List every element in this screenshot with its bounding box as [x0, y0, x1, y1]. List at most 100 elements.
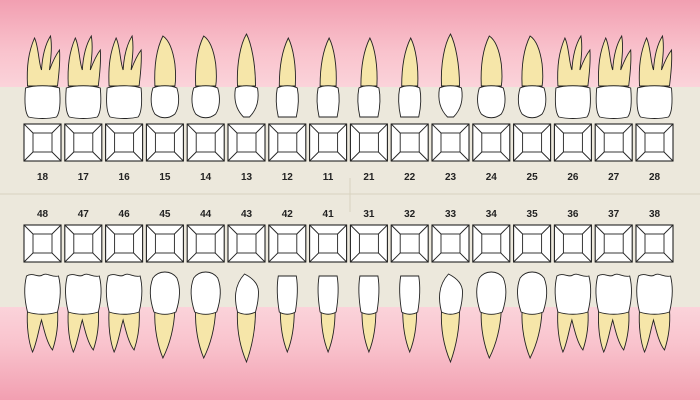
surface-box-center: [32, 233, 53, 254]
tooth-48[interactable]: [24, 273, 61, 354]
surface-box-center: [603, 132, 624, 153]
tooth-47[interactable]: [65, 273, 102, 354]
surface-box-diag: [214, 224, 225, 235]
surface-box-diag: [296, 224, 307, 235]
surface-box-diag: [582, 224, 592, 235]
surface-box-diag: [309, 151, 319, 162]
surface-box-38[interactable]: [635, 224, 674, 263]
surface-box-16[interactable]: [105, 123, 144, 162]
tooth-37[interactable]: [595, 273, 632, 354]
upper-tooth-numbers: 18 17 16 15 14 13 12 11 21 22 23 24 25 26 27 28: [37, 172, 661, 183]
tooth-31[interactable]: [358, 275, 380, 354]
surface-box-45[interactable]: [145, 224, 184, 263]
tooth-18[interactable]: [24, 34, 61, 119]
surface-box-22[interactable]: [390, 123, 429, 162]
surface-box-diag: [554, 151, 564, 162]
tooth-13[interactable]: [234, 33, 259, 118]
surface-box-diag: [513, 252, 523, 263]
surface-box-44[interactable]: [186, 224, 225, 263]
tooth-11[interactable]: [316, 36, 340, 118]
tooth-44[interactable]: [190, 271, 221, 360]
surface-box-21[interactable]: [349, 123, 388, 162]
surface-box-27[interactable]: [594, 123, 633, 162]
surface-box-diag: [378, 151, 388, 162]
surface-box-diag: [390, 123, 401, 134]
surface-box-14[interactable]: [186, 123, 225, 162]
surface-box-35[interactable]: [513, 224, 552, 263]
tooth-14[interactable]: [191, 35, 220, 119]
tooth-36[interactable]: [554, 273, 592, 354]
tooth-15[interactable]: [150, 35, 180, 119]
tooth-21[interactable]: [357, 36, 381, 118]
surface-box-diag: [350, 151, 360, 162]
tooth-43[interactable]: [235, 273, 259, 364]
tooth-32[interactable]: [399, 275, 421, 354]
tooth-33[interactable]: [439, 273, 463, 364]
surface-box-46[interactable]: [105, 224, 144, 263]
surface-box-18[interactable]: [23, 123, 62, 162]
tooth-crown: [358, 275, 380, 315]
tooth-17[interactable]: [65, 34, 102, 119]
surface-box-47[interactable]: [64, 224, 103, 263]
surface-box-41[interactable]: [309, 224, 348, 263]
surface-box-12[interactable]: [268, 123, 307, 162]
surface-box-42[interactable]: [268, 224, 307, 263]
surface-box-center: [522, 132, 543, 153]
tooth-26[interactable]: [554, 34, 591, 119]
surface-box-center: [114, 132, 135, 153]
surface-box-diag: [105, 224, 115, 235]
tooth-root: [236, 309, 256, 364]
surface-box-33[interactable]: [431, 224, 470, 263]
tooth-45[interactable]: [149, 271, 180, 360]
surface-box-center: [440, 132, 461, 153]
surface-box-diag: [255, 123, 266, 134]
tooth-16[interactable]: [106, 34, 143, 119]
tooth-41[interactable]: [317, 275, 339, 354]
tooth-root: [320, 309, 336, 354]
surface-box-37[interactable]: [594, 224, 633, 263]
surface-box-26[interactable]: [553, 123, 592, 162]
tooth-crown: [554, 85, 591, 119]
surface-box-24[interactable]: [472, 123, 511, 162]
surface-box-32[interactable]: [390, 224, 429, 263]
tooth-27[interactable]: [595, 34, 632, 119]
surface-box-43[interactable]: [227, 224, 266, 263]
surface-box-diag: [174, 151, 184, 162]
surface-box-48[interactable]: [23, 224, 62, 263]
surface-box-17[interactable]: [64, 123, 103, 162]
tooth-root: [26, 309, 59, 354]
tooth-23[interactable]: [438, 33, 463, 118]
surface-box-center: [399, 132, 420, 153]
tooth-22[interactable]: [398, 36, 422, 118]
tooth-number-17: 17: [78, 172, 90, 183]
tooth-28[interactable]: [636, 34, 673, 119]
tooth-34[interactable]: [476, 271, 507, 360]
tooth-38[interactable]: [636, 273, 673, 354]
surface-box-center: [236, 132, 257, 153]
tooth-root: [638, 309, 671, 354]
surface-box-diag: [309, 224, 319, 235]
tooth-24[interactable]: [477, 35, 506, 119]
surface-box-34[interactable]: [472, 224, 511, 263]
tooth-42[interactable]: [276, 275, 298, 354]
tooth-12[interactable]: [275, 36, 299, 118]
surface-box-13[interactable]: [227, 123, 266, 162]
surface-box-25[interactable]: [513, 123, 552, 162]
surface-box-36[interactable]: [553, 224, 592, 263]
tooth-25[interactable]: [517, 35, 547, 119]
surface-box-diag: [513, 224, 523, 235]
upper-teeth-group: [24, 33, 673, 119]
surface-box-15[interactable]: [145, 123, 184, 162]
surface-box-23[interactable]: [431, 123, 470, 162]
tooth-root: [480, 309, 502, 360]
surface-box-diag: [268, 123, 279, 134]
surface-box-diag: [186, 224, 197, 235]
surface-box-31[interactable]: [349, 224, 388, 263]
tooth-crown: [275, 85, 299, 118]
surface-box-28[interactable]: [635, 123, 674, 162]
surface-box-11[interactable]: [309, 123, 348, 162]
tooth-35[interactable]: [517, 271, 548, 360]
tooth-46[interactable]: [105, 273, 143, 354]
surface-box-diag: [51, 151, 62, 162]
